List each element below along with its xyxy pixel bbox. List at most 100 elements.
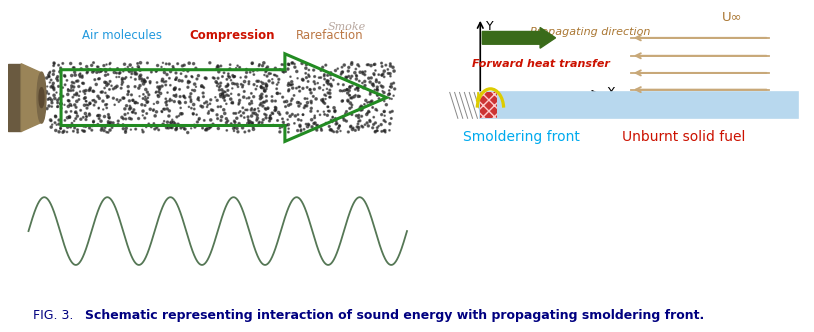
Point <box>270 82 283 87</box>
Point <box>246 120 259 125</box>
Point <box>307 67 320 73</box>
Point <box>90 82 103 87</box>
Point <box>47 60 60 65</box>
Point <box>51 104 64 109</box>
Point <box>156 122 169 127</box>
Point <box>212 87 225 93</box>
Point <box>119 129 132 135</box>
Point <box>378 128 391 133</box>
Point <box>173 78 186 83</box>
Point <box>40 91 53 96</box>
Point <box>168 93 181 98</box>
Point <box>75 66 88 72</box>
Point <box>336 88 349 94</box>
Point <box>151 63 164 68</box>
Point <box>168 121 182 126</box>
Point <box>310 123 323 128</box>
Point <box>169 77 182 82</box>
Point <box>345 61 358 67</box>
Point <box>86 98 99 103</box>
Point <box>331 66 344 71</box>
Point <box>145 69 158 75</box>
Point <box>216 91 229 96</box>
Point <box>70 79 83 84</box>
Point <box>192 117 205 122</box>
Point <box>269 105 282 111</box>
Point <box>282 103 295 108</box>
Point <box>217 92 230 97</box>
Point <box>55 101 68 106</box>
Point <box>280 123 293 128</box>
Point <box>362 99 375 105</box>
Point <box>164 83 177 88</box>
Point <box>346 127 359 132</box>
Point <box>104 120 117 125</box>
Point <box>151 100 164 105</box>
Point <box>92 76 105 82</box>
Point <box>288 64 301 70</box>
Point <box>279 69 292 74</box>
Point <box>384 61 397 66</box>
Point <box>116 80 129 85</box>
Point <box>92 106 105 111</box>
Point <box>256 117 269 123</box>
Point <box>342 74 355 79</box>
Point <box>125 71 138 76</box>
Point <box>167 120 180 125</box>
Point <box>67 88 80 93</box>
Ellipse shape <box>37 72 46 123</box>
Point <box>345 60 358 65</box>
Point <box>70 91 83 96</box>
Point <box>376 88 389 94</box>
Point <box>129 126 142 132</box>
Point <box>83 112 96 118</box>
Point <box>158 119 171 124</box>
Point <box>218 111 231 116</box>
Point <box>363 110 376 115</box>
Point <box>242 114 255 120</box>
Point <box>376 84 389 90</box>
Point <box>72 78 85 84</box>
Point <box>277 120 290 125</box>
Point <box>260 68 273 73</box>
Point <box>138 78 151 83</box>
Point <box>116 126 129 131</box>
Point <box>344 124 357 129</box>
Point <box>103 127 116 133</box>
Point <box>292 103 305 109</box>
Point <box>54 91 67 97</box>
Point <box>285 98 298 104</box>
Point <box>377 71 390 77</box>
Point <box>68 65 81 70</box>
Point <box>216 87 229 93</box>
Point <box>352 94 365 99</box>
Point <box>280 99 293 104</box>
Point <box>137 129 150 134</box>
Point <box>232 110 245 115</box>
Point <box>311 109 324 114</box>
Point <box>264 116 277 121</box>
Point <box>234 82 247 87</box>
Point <box>125 127 138 132</box>
Point <box>341 98 354 103</box>
Point <box>158 107 171 112</box>
Point <box>243 95 256 101</box>
Point <box>100 105 113 111</box>
Point <box>295 127 308 132</box>
Point <box>260 81 273 87</box>
Point <box>188 123 201 128</box>
Point <box>165 98 178 103</box>
Point <box>98 85 111 91</box>
Point <box>373 80 386 85</box>
Point <box>258 88 271 93</box>
Point <box>352 86 365 91</box>
Point <box>359 69 372 74</box>
Point <box>276 69 289 74</box>
Point <box>383 91 396 96</box>
Point <box>137 92 150 97</box>
Point <box>385 96 398 102</box>
Point <box>138 79 151 84</box>
Point <box>112 119 125 124</box>
Point <box>224 62 237 67</box>
Point <box>152 127 165 132</box>
